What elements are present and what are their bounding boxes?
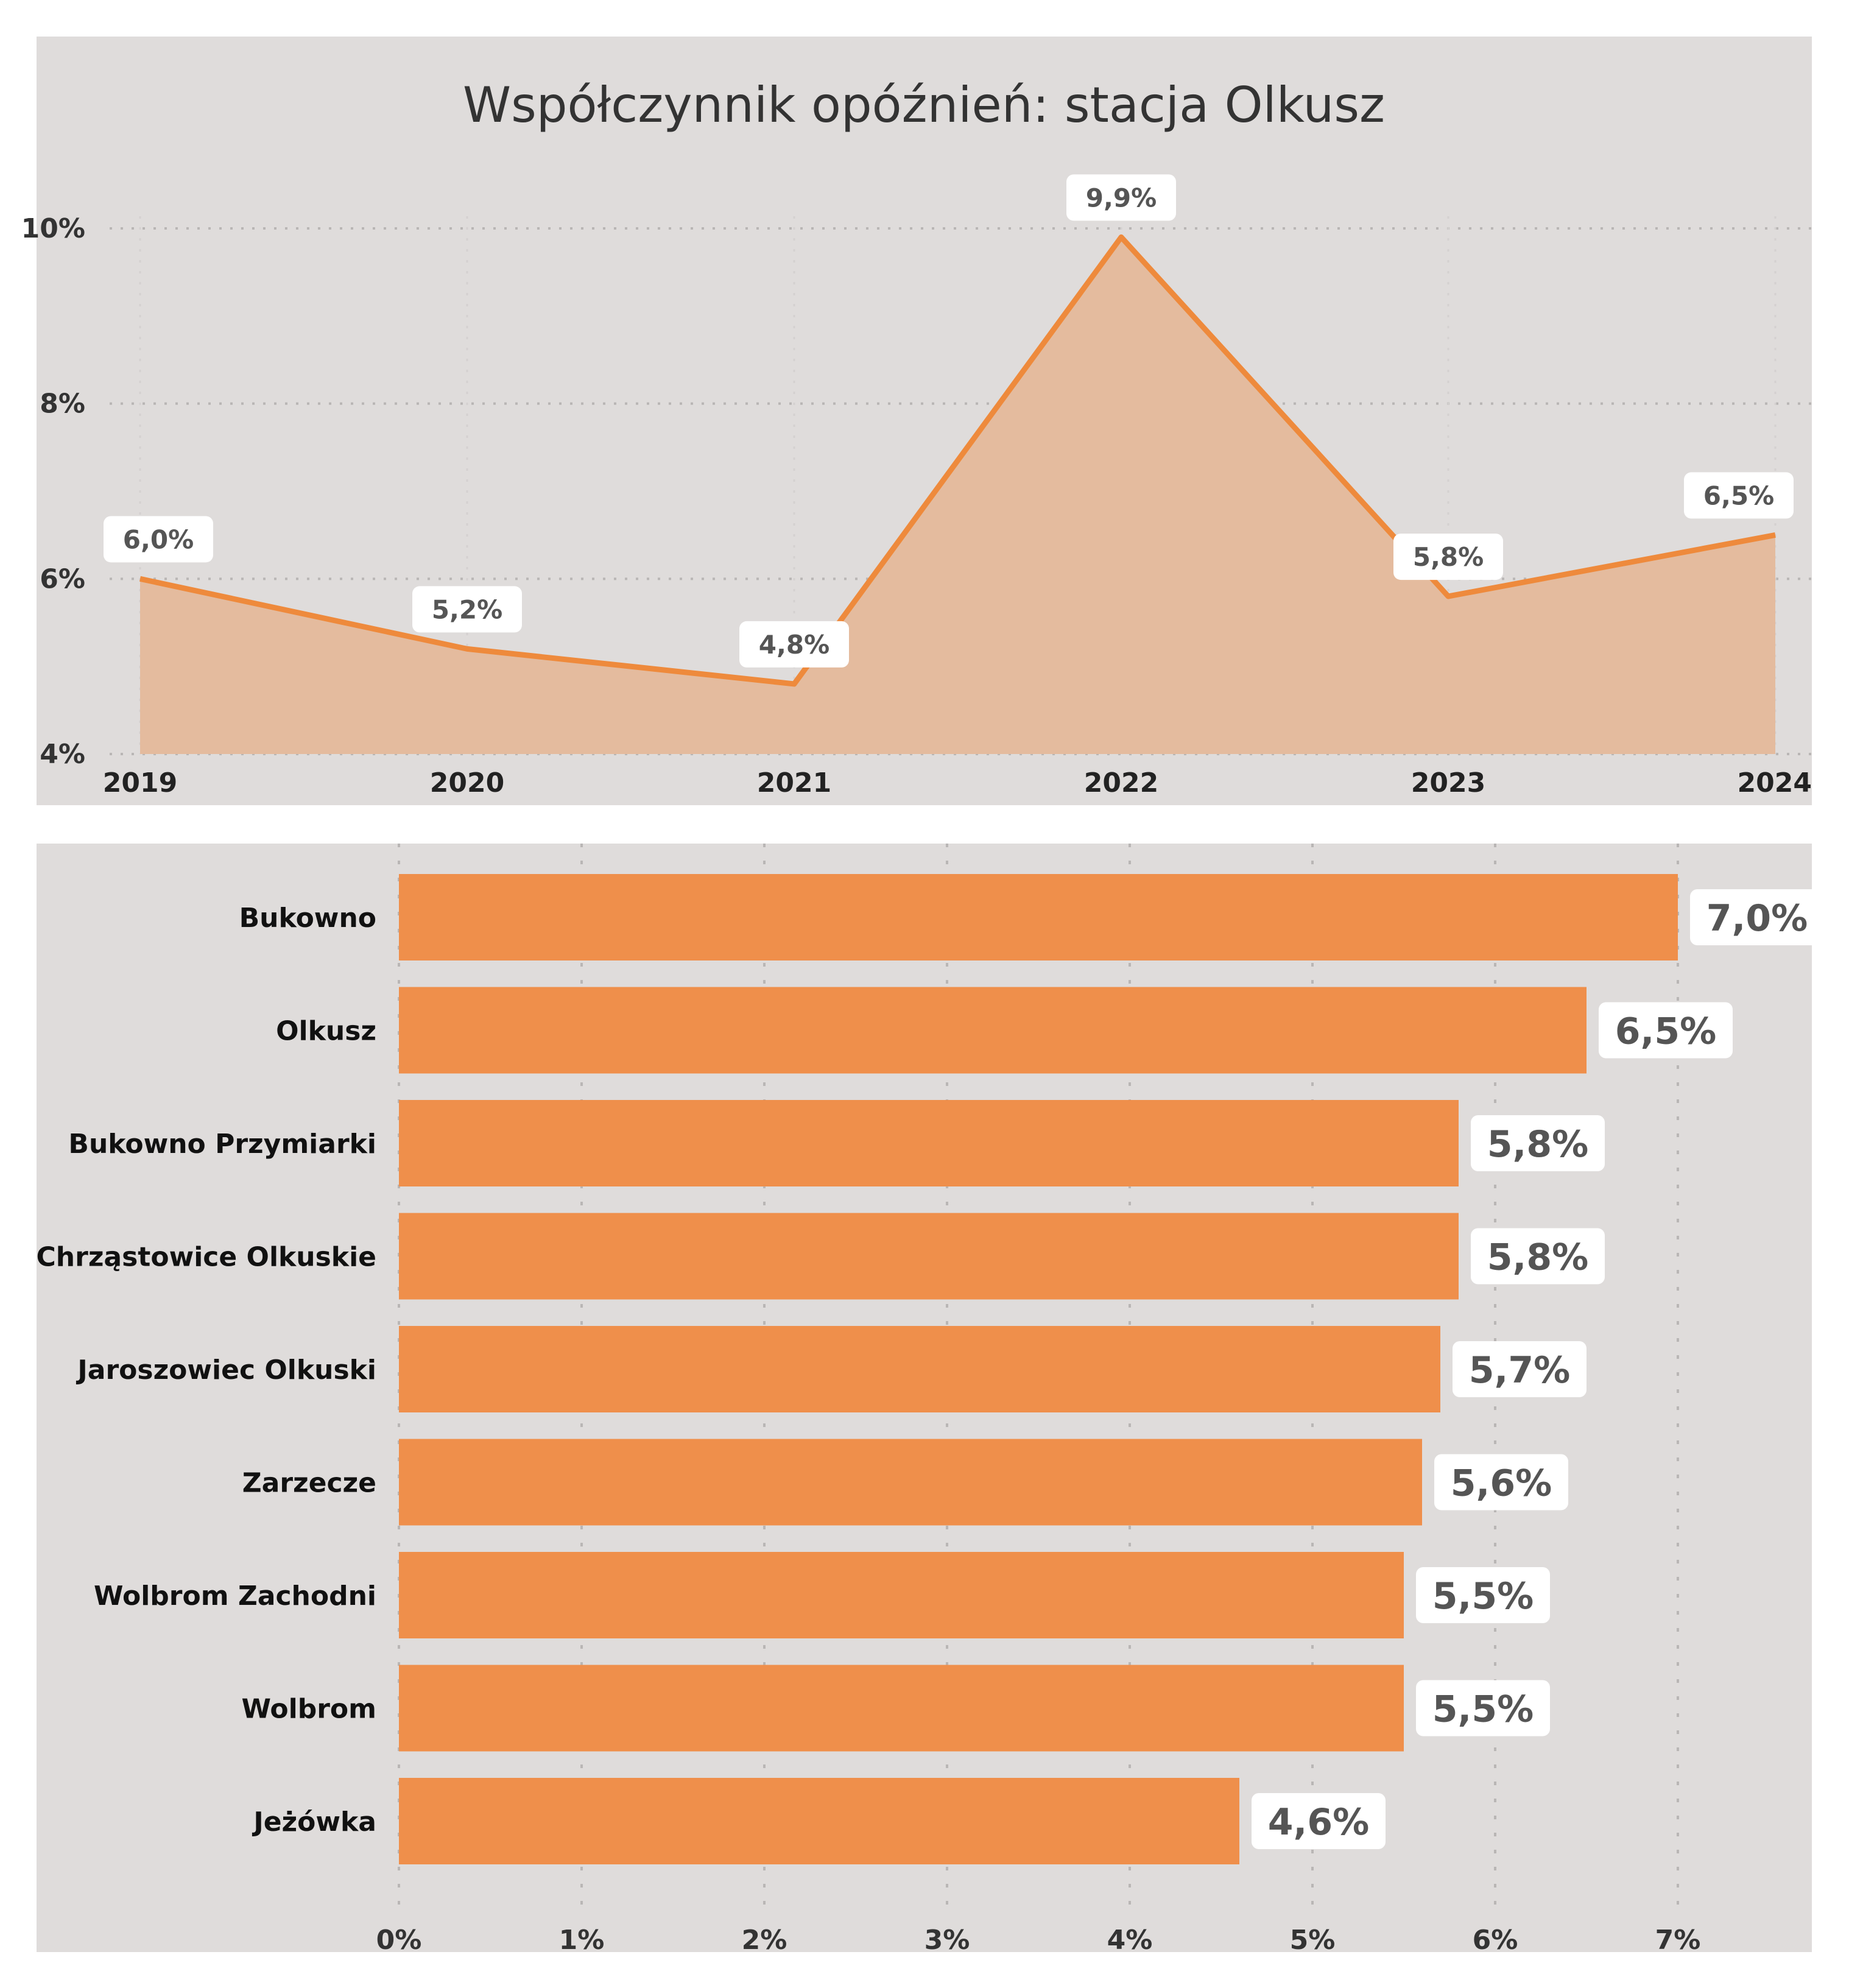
x-axis: 2019 2020 2021 2022 2023 2024 [103,767,1812,798]
data-label-box [412,586,522,633]
data-label: 5,7% [1469,1349,1570,1392]
category-label: Wolbrom [241,1694,376,1725]
x-tick-label: 2023 [1411,767,1485,798]
bar [399,987,1587,1074]
y-tick-label: 10% [21,213,85,244]
x-tick-label: 4% [1107,1925,1153,1952]
category-label: Wolbrom Zachodni [94,1581,376,1612]
bar [399,1213,1459,1300]
chart-title: Współczynnik opóźnień: stacja Olkusz [463,77,1385,133]
bar [399,1326,1440,1412]
line-chart: Współczynnik opóźnień: stacja Olkusz 4% 6… [21,77,1812,798]
bar [399,1100,1459,1186]
data-label: 4,8% [759,630,829,660]
data-label-box [104,516,213,563]
category-label: Bukowno [239,903,376,934]
data-label-box [1066,174,1176,221]
line-chart-panel: Współczynnik opóźnień: stacja Olkusz 4% 6… [21,37,1812,805]
bar [399,874,1678,961]
data-label-box [1690,889,1812,945]
bar-chart-panel: Bukowno Olkusz Bukowno Przymiarki Chrząstow… [37,844,1812,1952]
category-label: Chrząstowice Olkuskie [37,1242,376,1273]
bar [399,1778,1239,1864]
data-label-box [1471,1115,1605,1171]
data-label: 4,6% [1268,1801,1369,1844]
data-label-box [1471,1228,1605,1285]
category-label: Jeżówka [252,1806,376,1838]
bar [399,1439,1422,1526]
data-label: 9,9% [1086,183,1157,213]
x-tick-label: 6% [1473,1925,1518,1952]
area-series [139,234,1776,755]
y-tick-label: 8% [40,389,85,420]
data-label: 5,2% [432,594,502,624]
data-label-box [739,621,849,668]
bar [399,1552,1404,1638]
y-tick-label: 6% [40,563,85,594]
data-label-box [1599,1002,1733,1059]
data-label: 5,5% [1432,1575,1534,1618]
data-label-box [1416,1680,1550,1736]
data-labels: 6,0% 5,2% 4,8% 9,9% 5,8% 6,5% [104,174,1794,668]
data-label: 5,8% [1413,542,1484,572]
data-label: 6,5% [1615,1010,1716,1053]
data-label: 5,6% [1451,1462,1552,1505]
data-label-box [1393,534,1503,580]
category-label: Olkusz [276,1016,376,1047]
x-tick-label: 1% [559,1925,605,1952]
data-label: 5,5% [1432,1688,1534,1731]
bar [399,1665,1404,1752]
area-fill [140,237,1775,755]
x-tick-label: 5% [1290,1925,1336,1952]
x-tick-label: 3% [924,1925,970,1952]
y-tick-label: 4% [40,739,85,770]
series-line [139,234,1776,687]
category-label: Jaroszowiec Olkuski [76,1355,376,1386]
data-label: 5,8% [1487,1236,1588,1279]
data-label-box [1434,1454,1568,1510]
x-tick-label: 2021 [757,767,831,798]
bar-chart: Bukowno Olkusz Bukowno Przymiarki Chrząstow… [37,844,1812,1952]
x-tick-label: 2022 [1084,767,1158,798]
x-tick-label: 2020 [430,767,504,798]
x-tick-label: 2019 [103,767,177,798]
data-labels: 7,0% 6,5% 5,8% 5,8% 5,7% 5,6% 5,5% 5,5% 4,6% [1252,889,1812,1849]
data-label-box [1252,1793,1386,1849]
x-tick-label: 2024 [1738,767,1812,798]
data-label-box [1684,472,1794,519]
data-label: 7,0% [1706,897,1808,940]
category-label: Zarzecze [242,1468,376,1499]
x-tick-label: 7% [1655,1925,1701,1952]
x-tick-label: 0% [376,1925,422,1952]
value-axis: 0% 1% 2% 3% 4% 5% 6% 7% [376,1925,1701,1952]
y-axis: 4% 6% 8% 10% [21,213,85,770]
category-label: Bukowno Przymiarki [68,1129,376,1160]
data-label-box [1416,1567,1550,1623]
category-axis: Bukowno Olkusz Bukowno Przymiarki Chrząstow… [37,903,376,1838]
data-label: 6,0% [123,524,194,554]
data-label: 6,5% [1703,481,1774,510]
data-label: 5,8% [1487,1123,1588,1166]
bar-series [399,874,1678,1864]
data-label-box [1453,1341,1587,1397]
x-tick-label: 2% [742,1925,787,1952]
